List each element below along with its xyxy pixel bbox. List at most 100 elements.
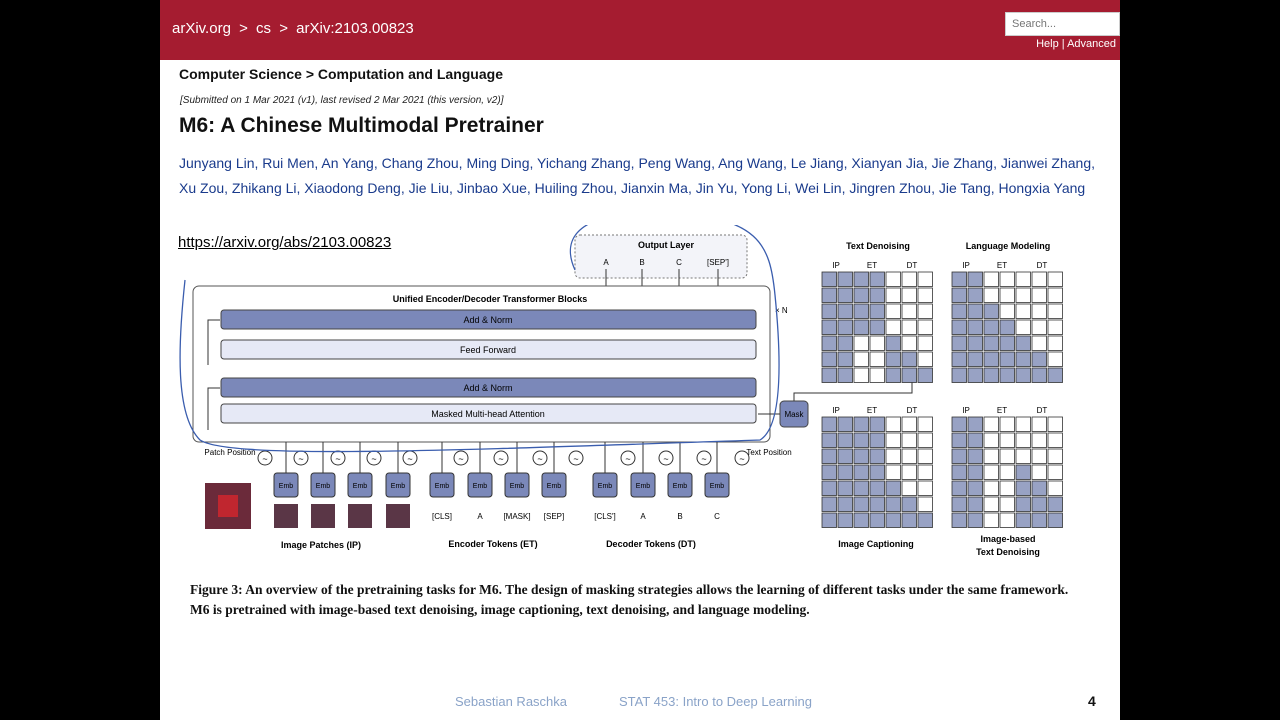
attention-mask-cell [1031,367,1047,383]
position-embedding-circle [532,450,548,466]
attention-mask-cell [999,287,1015,303]
embedding-label: Emb [391,483,406,490]
attention-mask-cell [917,496,933,512]
attention-mask-cell [901,303,917,319]
attention-mask-cell [1015,464,1031,480]
output-layer-label: Output Layer [638,240,695,250]
output-token: B [639,258,644,267]
position-tilde: ~ [458,454,463,464]
add-norm-top-block [220,309,757,330]
attention-mask-cell [1031,512,1047,528]
output-layer-box [574,234,748,279]
breadcrumb-separator: > [279,20,288,37]
matrix-axis-label: ET [867,261,877,270]
attention-mask-cell [853,367,869,383]
advanced-search-link[interactable]: Advanced [1067,38,1116,50]
attention-mask-cell [869,432,885,448]
attention-mask-cell [869,271,885,287]
attention-mask-cell [821,303,837,319]
attention-mask-cell [853,480,869,496]
matrix-axis-label: IP [832,261,840,270]
figure-diagram: Output Layer A B C [SEP'] Unified Encoder/D… [179,225,1063,557]
breadcrumb-cs-link[interactable]: cs [256,20,272,37]
help-link[interactable]: Help [1036,38,1059,50]
attention-mask-cell [983,512,999,528]
position-embedding-circle [257,450,273,466]
search-input[interactable] [1005,12,1120,36]
attention-mask-cell [983,351,999,367]
attention-mask-cell [951,512,967,528]
attention-mask-cell [1015,367,1031,383]
attention-mask-cell [983,480,999,496]
position-tilde: ~ [498,454,503,464]
attention-mask-cell [821,432,837,448]
attention-mask-cell [885,464,901,480]
attention-mask-cell [983,464,999,480]
attention-mask-cell [901,448,917,464]
attention-mask-cell [1031,448,1047,464]
attention-mask-cell [853,351,869,367]
attention-mask-cell [917,287,933,303]
image-patch [274,504,298,528]
panel-title-text-denoising: Text Denoising [846,241,910,251]
attention-mask-cell [885,480,901,496]
paper-title: M6: A Chinese Multimodal Pretrainer [179,114,544,137]
attention-mask-cell [999,480,1015,496]
matrix-axis-label: DT [1037,261,1048,270]
attention-mask-cell [837,496,853,512]
attention-mask-cell [1015,271,1031,287]
attention-mask-cell [885,319,901,335]
attention-mask-cell [1031,496,1047,512]
attention-mask-cell [1015,319,1031,335]
attention-mask-cell [869,512,885,528]
embedding-label: Emb [473,483,488,490]
matrix-axis-label: ET [997,261,1007,270]
attention-mask-cell [951,448,967,464]
attention-mask-cell [917,416,933,432]
attention-mask-cell [917,367,933,383]
attention-mask-cell [1031,464,1047,480]
attention-mask-cell [837,303,853,319]
attention-mask-cell [951,271,967,287]
attention-mask-cell [821,351,837,367]
attention-mask-cell [983,287,999,303]
attention-mask-cell [951,432,967,448]
position-embedding-circle [658,450,674,466]
author-list[interactable]: Junyang Lin, Rui Men, An Yang, Chang Zho… [179,155,1096,196]
embedding-label: Emb [547,483,562,490]
attention-mask-cell [821,367,837,383]
subject-heading: Computer Science > Computation and Langu… [179,66,503,82]
attention-mask-cell [999,303,1015,319]
attention-mask-cell [869,416,885,432]
attention-mask-cell [821,480,837,496]
position-tilde: ~ [335,454,340,464]
panel-title-image-captioning: Image Captioning [838,539,914,549]
attention-mask-cell [1047,480,1063,496]
attention-mask-cell [917,448,933,464]
matrix-axis-label: ET [997,406,1007,415]
arxiv-header: arXiv.org > cs > arXiv:2103.00823 Help |… [160,0,1120,60]
residual-arrow-top [207,319,220,365]
attention-mask-cell [837,271,853,287]
attention-mask-cell [821,319,837,335]
attention-mask-cell [967,319,983,335]
attention-mask-cell [951,480,967,496]
attention-mask-cell [1031,432,1047,448]
footer-course: STAT 453: Intro to Deep Learning [619,694,812,709]
attention-mask-cell [885,335,901,351]
attention-mask-cell [967,432,983,448]
attention-mask-cell [967,480,983,496]
attention-mask-cell [885,432,901,448]
abs-url-link[interactable]: https://arxiv.org/abs/2103.00823 [178,234,392,251]
attention-mask-cell [821,416,837,432]
attention-mask-cell [853,496,869,512]
breadcrumb-arxiv-link[interactable]: arXiv.org [172,20,231,37]
attention-mask-cell [1047,496,1063,512]
attention-mask-cell [901,512,917,528]
position-tilde: ~ [262,454,267,464]
attention-mask-cell [1047,416,1063,432]
attention-mask-cell [885,512,901,528]
token-label: [CLS'] [594,512,616,521]
attention-mask-cell [1047,319,1063,335]
attention-mask-cell [1047,432,1063,448]
